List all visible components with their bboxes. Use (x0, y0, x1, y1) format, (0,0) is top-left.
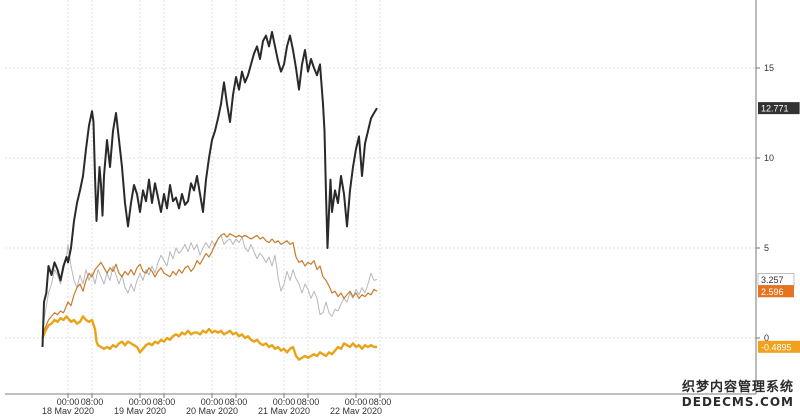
flag-value-label: 3.257 (761, 275, 784, 285)
x-time-label: 00:00 (273, 397, 296, 407)
last-value-flag: 2.596 (758, 285, 794, 298)
watermark-line1: 织梦内容管理系统 (681, 380, 794, 396)
last-value-flag: 12.771 (758, 102, 800, 115)
flag-box (758, 340, 800, 353)
axes (5, 0, 760, 398)
x-time-label: 08:00 (369, 397, 392, 407)
last-value-flags: 12.771 3.257 2.596 -0.4895 (757, 102, 800, 353)
y-axis-labels: 0 5 10 15 (764, 63, 774, 343)
watermark: 织梦内容管理系统 DEDECMS.COM (681, 380, 794, 410)
x-date-label: 18 May 2020 (42, 406, 94, 414)
flag-box (758, 285, 794, 298)
x-time-label: 00:00 (57, 397, 80, 407)
series-line (41, 233, 378, 335)
series-group (41, 31, 378, 361)
last-value-flag: -0.4895 (758, 340, 800, 353)
flag-value-label: -0.4895 (761, 342, 792, 352)
flag-value-label: 12.771 (761, 104, 789, 114)
y-tick-label: 15 (764, 63, 774, 73)
y-tick-label: 0 (764, 333, 769, 343)
y-tick-label: 5 (764, 243, 769, 253)
series-line (41, 31, 378, 348)
x-date-label: 20 May 2020 (186, 406, 238, 414)
x-date-label: 21 May 2020 (258, 406, 310, 414)
last-value-flag: 3.257 (757, 273, 795, 286)
series-line (41, 315, 378, 361)
series-line (42, 234, 378, 330)
grid-lines (5, 0, 756, 394)
x-time-label: 08:00 (81, 397, 104, 407)
flag-value-label: 2.596 (761, 287, 784, 297)
x-date-label: 22 May 2020 (330, 406, 382, 414)
x-time-label: 08:00 (297, 397, 320, 407)
x-time-label: 00:00 (345, 397, 368, 407)
watermark-line2: DEDECMS.COM (681, 395, 794, 410)
x-time-label: 08:00 (153, 397, 176, 407)
x-time-label: 08:00 (225, 397, 248, 407)
x-time-label: 00:00 (201, 397, 224, 407)
x-time-label: 00:00 (129, 397, 152, 407)
x-date-label: 19 May 2020 (114, 406, 166, 414)
y-tick-label: 10 (764, 153, 774, 163)
x-axis-labels: 00:00 08:00 00:00 08:00 00:00 08:00 00:00 08:00… (42, 397, 392, 416)
flag-box (758, 102, 800, 115)
